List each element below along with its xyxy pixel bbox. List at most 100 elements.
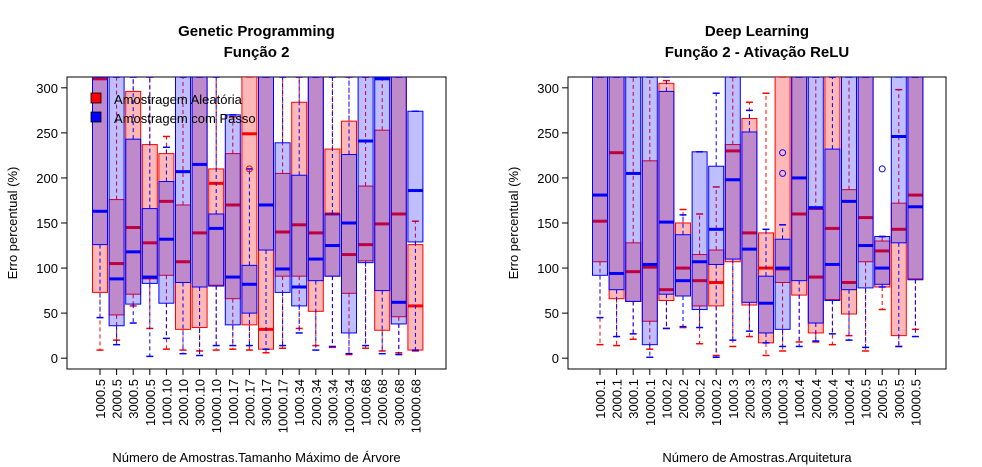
dl-x-tick-label: 2000.5	[875, 379, 890, 419]
dl-x-axis-label: Número de Amostras.Arquitetura	[662, 450, 852, 465]
dl-box-passo	[907, 77, 924, 281]
dl-x-tick-label: 1000.5	[859, 379, 874, 419]
dl-x-axis: 1000.1 2000.1 3000.1 10000.1 1000.2 2000.2 300…	[593, 369, 923, 426]
gp-x-axis: 1000.5 2000.5 3000.5 10000.5 1000.10 2000.10 3…	[93, 369, 423, 433]
gp-box-passo	[258, 77, 274, 251]
dl-x-tick-label: 2000.4	[809, 379, 824, 419]
gp-outlier-point	[245, 165, 253, 173]
dl-x-tick-label: 3000.4	[825, 379, 840, 419]
gp-x-tick-label: 1000.34	[292, 379, 307, 426]
dl-y-tick-label: 200	[537, 171, 559, 186]
gp-x-tick-label: 1000.17	[226, 379, 241, 426]
dl-box-passo	[625, 77, 642, 302]
dl-x-tick-label: 10000.3	[776, 379, 791, 426]
gp-box-passo	[341, 154, 357, 334]
gp-x-tick-label: 2000.17	[242, 379, 257, 426]
dl-outlier-point	[779, 169, 787, 177]
dl-x-tick-label: 2000.3	[742, 379, 757, 419]
gp-y-tick-label: 150	[36, 216, 58, 231]
dl-x-tick-label: 3000.1	[626, 379, 641, 419]
dl-y-tick-label: 100	[537, 261, 559, 276]
gp-box-passo	[274, 142, 291, 293]
dl-y-tick-label: 300	[537, 81, 559, 96]
dl-chart-panel: Deep Learning Função 2 - Ativação ReLU E…	[506, 23, 947, 465]
gp-box-passo	[191, 77, 208, 288]
gp-box-passo	[374, 77, 391, 292]
dl-x-tick-label: 2000.1	[610, 379, 625, 419]
legend-label-aleatoria: Amostragem Aleatória	[114, 92, 243, 107]
dl-box-passo	[608, 77, 625, 291]
gp-box-passo	[108, 77, 125, 327]
gp-boxplots	[92, 77, 424, 358]
gp-x-tick-label: 3000.10	[193, 379, 208, 426]
dl-box-passo	[890, 77, 907, 244]
gp-x-axis-label: Número de Amostras.Tamanho Máximo de Árv…	[112, 450, 400, 465]
dl-box-passo	[807, 77, 824, 324]
gp-box-passo	[125, 138, 142, 305]
dl-box-aleatoria	[774, 77, 791, 283]
dl-outlier-point	[779, 149, 787, 157]
dl-box-passo	[874, 236, 891, 285]
gp-y-tick-label: 250	[36, 126, 58, 141]
dl-box-passo	[708, 165, 725, 265]
gp-x-tick-label: 3000.68	[392, 379, 407, 426]
dl-chart-title: Deep Learning	[705, 23, 809, 40]
gp-x-tick-label: 10000.10	[209, 379, 224, 433]
gp-box-passo	[208, 213, 225, 287]
gp-box-passo	[158, 181, 175, 304]
gp-x-tick-label: 3000.5	[126, 379, 141, 419]
gp-legend: Amostragem Aleatória Amostragem com Pass…	[90, 92, 256, 126]
dl-x-tick-label: 10000.2	[709, 379, 724, 426]
dl-x-tick-label: 1000.4	[792, 379, 807, 419]
gp-box-passo	[407, 110, 424, 243]
dl-box-passo	[658, 90, 675, 295]
gp-box-passo	[141, 208, 158, 284]
gp-box-passo	[175, 77, 191, 283]
dl-x-tick-label: 3000.5	[892, 379, 907, 419]
gp-box-passo	[291, 174, 308, 307]
legend-swatch-passo	[90, 111, 102, 123]
dl-x-tick-label: 10000.1	[643, 379, 658, 426]
legend-swatch-aleatoria	[90, 92, 102, 104]
dl-y-tick-label: 150	[537, 216, 559, 231]
dl-box-passo	[857, 77, 874, 289]
gp-y-tick-label: 100	[36, 261, 58, 276]
gp-chart-subtitle: Função 2	[224, 44, 290, 61]
dl-x-tick-label: 10000.5	[908, 379, 923, 426]
gp-x-tick-label: 2000.34	[309, 379, 324, 426]
dl-box-passo	[841, 77, 857, 291]
dl-x-tick-label: 1000.1	[593, 379, 608, 419]
dl-box-passo	[724, 77, 741, 260]
gp-box-passo	[224, 114, 241, 326]
gp-chart-title: Genetic Programming	[178, 23, 335, 40]
dl-x-tick-label: 2000.2	[676, 379, 691, 419]
dl-boxplots	[592, 77, 924, 359]
gp-x-tick-label: 10000.5	[143, 379, 158, 426]
dl-box-passo	[592, 77, 608, 276]
dl-y-tick-label: 50	[545, 306, 559, 321]
gp-x-tick-label: 10000.17	[276, 379, 291, 433]
dl-y-tick-label: 0	[552, 351, 559, 366]
gp-x-tick-label: 3000.34	[325, 379, 340, 426]
gp-y-tick-label: 300	[36, 81, 58, 96]
dl-outlier-point	[878, 165, 886, 173]
gp-x-tick-label: 10000.68	[408, 379, 423, 433]
gp-x-tick-label: 1000.68	[359, 379, 374, 426]
gp-box-passo	[390, 77, 407, 325]
gp-y-axis-label: Erro percentual (%)	[5, 167, 20, 280]
gp-x-tick-label: 3000.17	[259, 379, 274, 426]
gp-x-tick-label: 1000.10	[159, 379, 174, 426]
dl-box-passo	[824, 148, 841, 302]
dl-x-tick-label: 1000.3	[726, 379, 741, 419]
dl-x-tick-label: 3000.2	[693, 379, 708, 419]
gp-x-tick-label: 1000.5	[93, 379, 108, 419]
gp-box-passo	[241, 264, 258, 314]
dl-box-passo	[691, 151, 708, 311]
dl-box-passo	[741, 131, 758, 303]
gp-box-passo	[307, 77, 324, 282]
dl-chart-subtitle: Função 2 - Ativação ReLU	[665, 44, 849, 61]
dl-y-axis-label: Erro percentual (%)	[506, 167, 521, 280]
gp-y-tick-label: 0	[51, 351, 58, 366]
dl-x-tick-label: 3000.3	[759, 379, 774, 419]
